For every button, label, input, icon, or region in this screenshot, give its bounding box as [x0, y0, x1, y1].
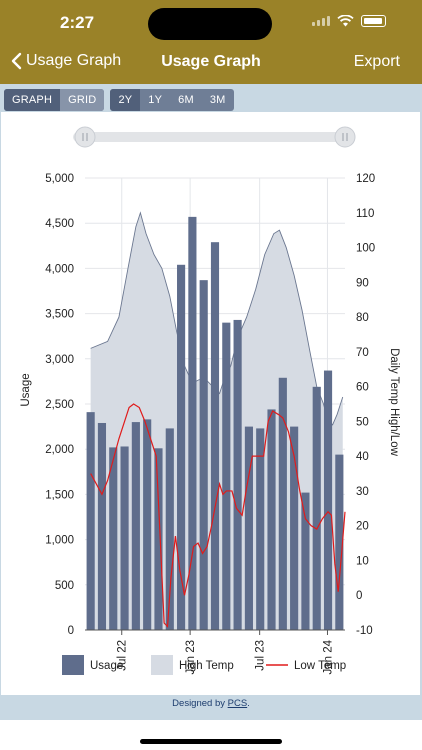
page-title: Usage Graph — [161, 53, 261, 70]
navigation-bar: Usage Graph Usage Graph Export — [0, 44, 422, 84]
usage-bar — [278, 377, 287, 630]
range-toggle: 2Y 1Y 6M 3M — [110, 89, 234, 111]
right-y-tick-label: 80 — [356, 312, 369, 324]
graph-tab[interactable]: GRAPH — [4, 89, 61, 111]
right-y-tick-label: -10 — [356, 625, 373, 637]
home-indicator[interactable] — [140, 739, 282, 744]
range-2y-button[interactable]: 2Y — [110, 89, 141, 111]
status-icons — [312, 15, 386, 27]
usage-bar — [210, 242, 220, 630]
usage-bar — [267, 409, 276, 630]
right-y-tick-label: 90 — [356, 277, 369, 289]
axes: 05001,0001,5002,0002,5003,0003,5004,0004… — [45, 173, 375, 675]
y-tick-label: 1,500 — [45, 489, 74, 501]
usage-bar — [312, 386, 321, 630]
usage-bar — [199, 280, 208, 630]
footer-link[interactable]: PCS — [227, 698, 248, 709]
y-tick-label: 0 — [68, 625, 74, 637]
y-tick-label: 3,000 — [45, 354, 74, 366]
battery-icon — [361, 15, 386, 27]
x-tick-label: Jul 22 — [117, 640, 129, 671]
right-y-tick-label: 0 — [356, 590, 362, 602]
usage-chart: 05001,0001,5002,0002,5003,0003,5004,0004… — [20, 126, 400, 675]
y-tick-label: 500 — [55, 580, 74, 592]
low-temp-line — [90, 403, 346, 628]
footer: Designed by PCS. — [0, 698, 422, 709]
right-y-tick-label: 60 — [356, 382, 369, 394]
usage-bar — [177, 264, 186, 630]
status-time: 2:27 — [60, 13, 95, 32]
usage-bar — [335, 454, 344, 630]
range-1y-button[interactable]: 1Y — [148, 94, 163, 106]
usage-bar — [154, 448, 163, 630]
usage-bar — [131, 422, 140, 630]
range-3m-button[interactable]: 3M — [209, 94, 226, 106]
usage-bar — [86, 412, 95, 630]
right-y-tick-label: 110 — [356, 208, 374, 220]
right-y-tick-label: 70 — [356, 347, 369, 359]
right-y-tick-label: 120 — [356, 173, 375, 185]
usage-bar — [244, 426, 253, 630]
chevron-left-icon — [11, 52, 22, 70]
y-tick-label: 4,000 — [45, 263, 74, 275]
right-y-axis-label: Daily Temp High/Low — [388, 348, 400, 457]
chart-legend: Usage High Temp Low Temp — [62, 655, 346, 675]
right-y-tick-label: 30 — [356, 486, 369, 498]
usage-bar — [120, 446, 129, 630]
usage-bar — [290, 426, 299, 630]
cellular-signal-icon — [312, 16, 330, 26]
usage-bar — [233, 319, 242, 630]
range-6m-button[interactable]: 6M — [178, 94, 194, 106]
x-tick-label: Jul 23 — [255, 640, 267, 671]
legend-usage-swatch — [62, 655, 84, 675]
wifi-icon — [337, 15, 354, 27]
y-tick-label: 5,000 — [45, 173, 74, 185]
right-y-tick-label: 50 — [356, 416, 369, 428]
y-axis-label: Usage — [20, 373, 32, 406]
back-button[interactable]: Usage Graph — [10, 52, 121, 70]
y-tick-label: 2,000 — [45, 444, 74, 456]
status-bar: 2:27 — [0, 0, 422, 44]
y-tick-label: 1,000 — [45, 535, 74, 547]
usage-bar — [188, 216, 197, 630]
usage-bar — [143, 419, 152, 630]
right-y-tick-label: 10 — [356, 555, 369, 567]
y-tick-label: 4,500 — [45, 218, 74, 230]
legend-usage-label: Usage — [90, 660, 123, 672]
usage-bar — [97, 422, 107, 630]
x-tick-label: Jan 23 — [185, 640, 197, 675]
range-slider-left-handle[interactable] — [74, 126, 96, 148]
y-tick-label: 3,500 — [45, 309, 74, 321]
chart-card: 0 500 1,000 1,500 2,000 2,500 3,000 3,500 4,000 4… — [1, 112, 420, 695]
footer-prefix: Designed by — [172, 698, 228, 709]
usage-bar — [301, 492, 310, 630]
back-label: Usage Graph — [26, 52, 122, 69]
range-slider-right-handle[interactable] — [334, 126, 356, 148]
legend-high-temp-swatch — [151, 655, 173, 675]
usage-bar — [323, 370, 333, 630]
home-area — [0, 720, 422, 750]
low-temp-series-line — [90, 403, 346, 628]
usage-bar — [222, 322, 231, 630]
usage-bar — [109, 447, 118, 630]
range-slider-track[interactable] — [73, 132, 353, 142]
usage-bar — [256, 428, 265, 630]
x-tick-label: Jan 24 — [322, 639, 334, 674]
view-toggle: GRAPH GRID — [4, 89, 105, 111]
grid-tab[interactable]: GRID — [60, 89, 105, 111]
dynamic-island — [148, 8, 272, 40]
right-y-tick-label: 20 — [356, 521, 369, 533]
footer-suffix: . — [247, 698, 250, 709]
y-tick-label: 2,500 — [45, 399, 74, 411]
usage-bars — [86, 216, 344, 630]
content-area: GRAPH GRID 2Y 1Y 6M 3M — [0, 84, 422, 720]
right-y-tick-label: 100 — [356, 243, 375, 255]
usage-bar — [165, 428, 174, 630]
right-y-tick-label: 40 — [356, 451, 369, 463]
toolbar: GRAPH GRID 2Y 1Y 6M 3M — [4, 89, 234, 111]
legend-low-temp-label: Low Temp — [294, 660, 346, 672]
export-button[interactable]: Export — [353, 53, 400, 70]
legend-high-temp-label: High Temp — [179, 660, 234, 672]
